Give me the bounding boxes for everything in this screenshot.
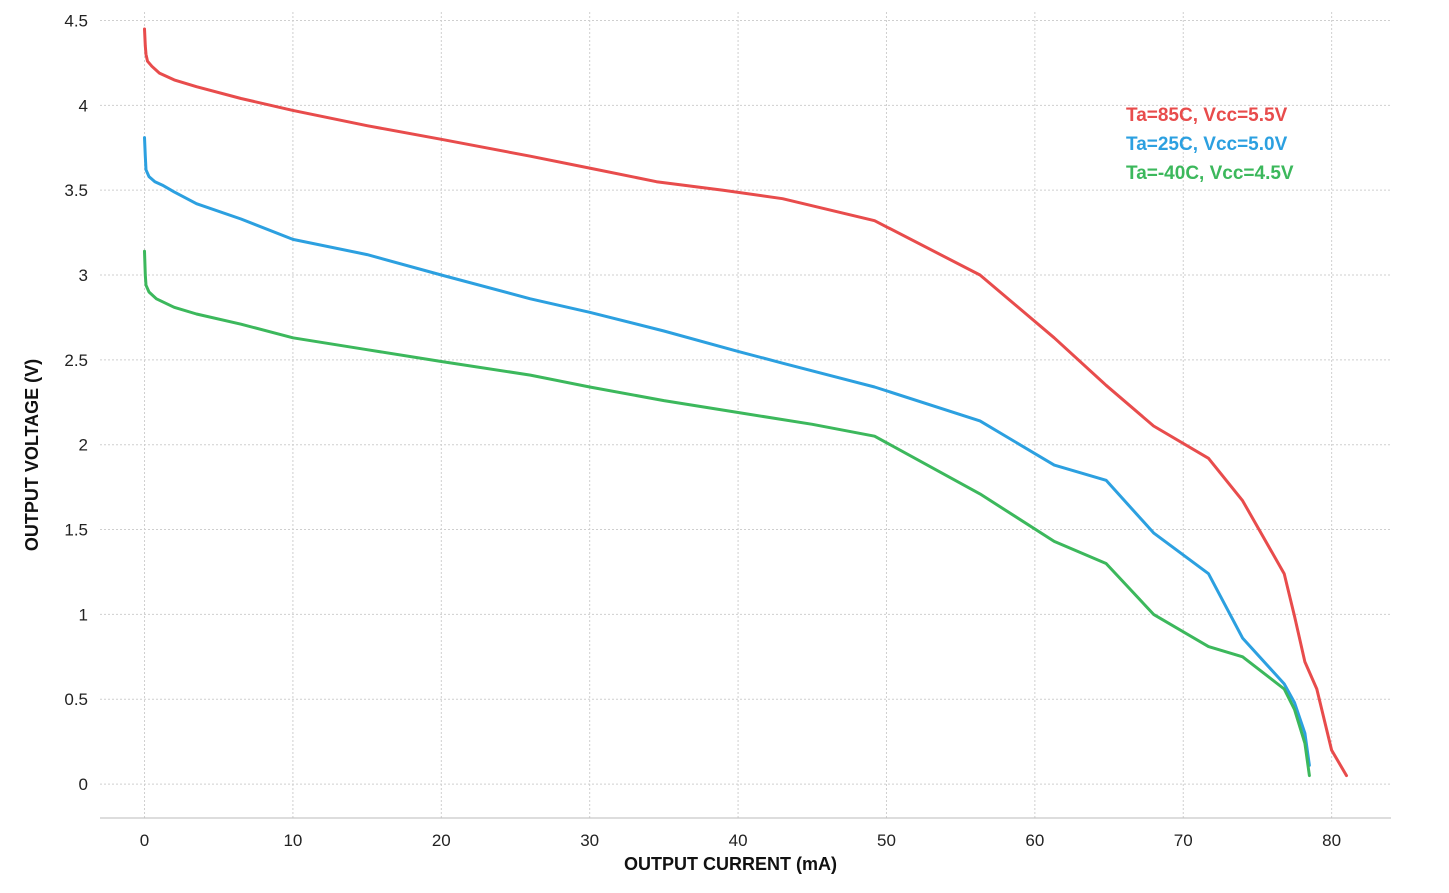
x-tick-label: 50 (877, 831, 896, 850)
x-tick-labels: 0 10 20 30 40 50 60 70 80 (140, 831, 1341, 850)
legend: Ta=85C, Vcc=5.5V Ta=25C, Vcc=5.0V Ta=-40C,… (1126, 105, 1294, 184)
x-tick-label: 80 (1322, 831, 1341, 850)
x-tick-label: 10 (283, 831, 302, 850)
y-tick-label: 3.5 (64, 181, 88, 200)
x-tick-label: 0 (140, 831, 149, 850)
y-tick-label: 1.5 (64, 521, 88, 540)
legend-entry-2: Ta=25C, Vcc=5.0V (1126, 134, 1288, 155)
y-tick-label: 3 (79, 266, 88, 285)
y-axis-title: OUTPUT VOLTAGE (V) (22, 359, 42, 551)
series-line-1 (143, 27, 1348, 778)
series-line-2 (143, 136, 1311, 767)
y-tick-label: 2.5 (64, 351, 88, 370)
x-tick-label: 20 (432, 831, 451, 850)
y-tick-label: 0.5 (64, 690, 88, 709)
y-tick-label: 2 (79, 436, 88, 455)
x-tick-label: 40 (729, 831, 748, 850)
x-tick-label: 60 (1025, 831, 1044, 850)
series-line-3 (143, 249, 1311, 778)
legend-entry-3: Ta=-40C, Vcc=4.5V (1126, 163, 1294, 184)
y-tick-label: 4.5 (64, 11, 88, 30)
series-lines (143, 27, 1348, 778)
y-tick-label: 0 (79, 775, 88, 794)
x-tick-label: 30 (580, 831, 599, 850)
x-tick-label: 70 (1174, 831, 1193, 850)
y-tick-label: 1 (79, 605, 88, 624)
y-tick-label: 4 (79, 96, 88, 115)
grid (100, 12, 1391, 818)
legend-entry-1: Ta=85C, Vcc=5.5V (1126, 105, 1288, 126)
x-axis-title: OUTPUT CURRENT (mA) (624, 854, 837, 874)
y-tick-labels: 0 0.5 1 1.5 2 2.5 3 3.5 4 4.5 (64, 11, 88, 794)
